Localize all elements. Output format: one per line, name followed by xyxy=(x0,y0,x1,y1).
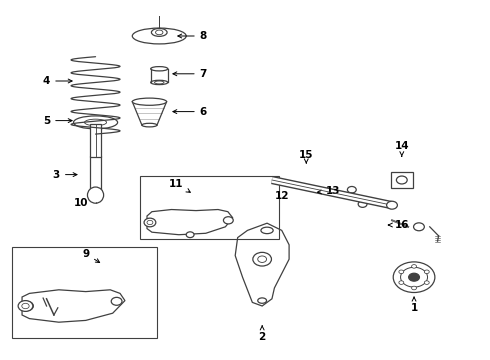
Ellipse shape xyxy=(88,187,104,203)
Ellipse shape xyxy=(151,67,168,71)
Bar xyxy=(90,156,101,191)
Text: 13: 13 xyxy=(318,186,341,196)
Ellipse shape xyxy=(401,267,428,287)
Ellipse shape xyxy=(387,201,397,209)
Ellipse shape xyxy=(412,286,416,290)
Ellipse shape xyxy=(186,232,194,238)
Ellipse shape xyxy=(409,273,419,281)
Ellipse shape xyxy=(21,301,33,311)
Ellipse shape xyxy=(151,28,167,36)
Ellipse shape xyxy=(156,30,163,35)
Ellipse shape xyxy=(18,301,33,311)
Ellipse shape xyxy=(142,123,157,127)
Ellipse shape xyxy=(347,186,356,193)
Text: 8: 8 xyxy=(178,31,207,41)
Ellipse shape xyxy=(412,265,416,268)
Ellipse shape xyxy=(424,281,429,284)
Ellipse shape xyxy=(111,297,122,305)
Bar xyxy=(140,176,279,239)
Text: 9: 9 xyxy=(82,249,99,262)
Text: 2: 2 xyxy=(259,326,266,342)
Ellipse shape xyxy=(74,116,118,129)
Ellipse shape xyxy=(399,281,404,284)
Ellipse shape xyxy=(223,217,233,224)
Ellipse shape xyxy=(132,28,186,44)
Ellipse shape xyxy=(144,218,156,227)
Bar xyxy=(90,124,101,157)
Text: 15: 15 xyxy=(299,150,314,163)
Text: 10: 10 xyxy=(74,198,88,208)
Text: 7: 7 xyxy=(173,69,207,79)
Ellipse shape xyxy=(151,80,168,85)
Bar xyxy=(12,247,157,338)
Text: 16: 16 xyxy=(389,220,409,230)
Text: 5: 5 xyxy=(43,116,72,126)
Ellipse shape xyxy=(399,270,404,274)
Text: 11: 11 xyxy=(169,179,190,192)
Text: 12: 12 xyxy=(274,191,289,201)
Text: 3: 3 xyxy=(53,170,77,180)
Text: 1: 1 xyxy=(411,297,417,313)
Ellipse shape xyxy=(253,252,271,266)
Ellipse shape xyxy=(85,119,107,126)
Ellipse shape xyxy=(258,256,267,262)
Ellipse shape xyxy=(424,270,429,274)
Ellipse shape xyxy=(154,81,164,84)
Bar xyxy=(391,172,413,188)
Ellipse shape xyxy=(22,303,29,309)
Ellipse shape xyxy=(258,298,267,303)
Text: 14: 14 xyxy=(394,141,409,156)
Ellipse shape xyxy=(132,98,167,105)
Ellipse shape xyxy=(147,220,153,225)
Ellipse shape xyxy=(261,227,273,234)
Ellipse shape xyxy=(393,262,435,292)
Text: 4: 4 xyxy=(43,76,72,86)
Ellipse shape xyxy=(358,201,367,207)
Ellipse shape xyxy=(414,223,424,231)
Text: 6: 6 xyxy=(173,107,207,117)
Ellipse shape xyxy=(396,176,407,184)
